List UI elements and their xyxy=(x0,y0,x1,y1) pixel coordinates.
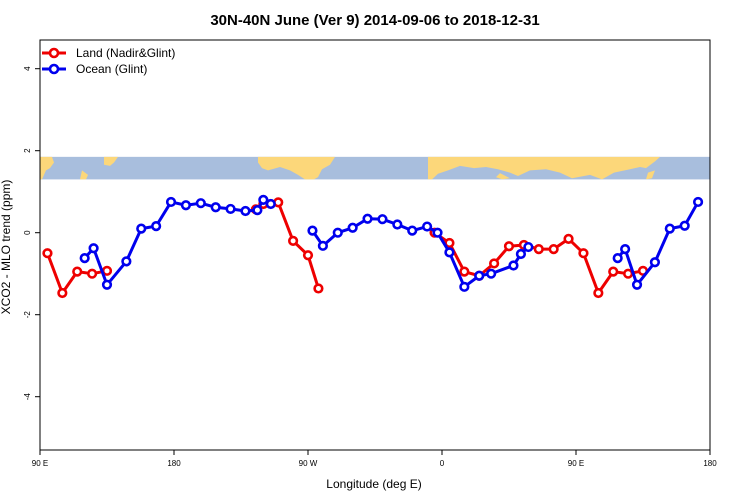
series-0-point-2-13 xyxy=(623,268,634,279)
legend-label-0: Land (Nadir&Glint) xyxy=(76,46,175,60)
series-1-point-1-2 xyxy=(332,227,343,238)
series-1-point-1-10 xyxy=(444,247,455,258)
series-1-point-2-4 xyxy=(664,223,675,234)
series-1-point-0-11 xyxy=(240,205,251,217)
series-1-point-0-7 xyxy=(180,200,192,211)
x-tick-label-5: 180 xyxy=(703,459,717,468)
series-0-point-1-4 xyxy=(302,250,314,261)
series-0-point-1-3 xyxy=(288,235,299,246)
series-1-point-0-5 xyxy=(151,221,162,232)
series-1-point-2-6 xyxy=(692,196,704,208)
series-0-point-2-12 xyxy=(608,266,619,277)
chart-title: 30N-40N June (Ver 9) 2014-09-06 to 2018-… xyxy=(210,12,539,29)
series-0-point-2-2 xyxy=(459,266,470,277)
series-1-point-0-10 xyxy=(225,203,236,215)
y-tick-label-4: 4 xyxy=(23,66,32,71)
series-1-point-0-6 xyxy=(165,196,177,208)
series-1-point-1-1 xyxy=(317,240,328,251)
x-axis-label: Longitude (deg E) xyxy=(326,477,421,491)
plot-frame xyxy=(39,39,711,451)
series-0 xyxy=(42,197,649,299)
x-tick-label-2: 90 W xyxy=(299,459,318,468)
series-0-point-0-1 xyxy=(57,287,68,299)
series-0-point-0-3 xyxy=(87,268,98,279)
map-land-2 xyxy=(104,156,118,166)
y-axis: -4 -2 0 2 4 xyxy=(23,66,40,400)
series-1-point-1-6 xyxy=(392,219,403,230)
series-0-point-1-5 xyxy=(313,283,324,294)
y-axis-label: XCO2 - MLO trend (ppm) xyxy=(0,180,13,315)
series-1-point-2-0 xyxy=(612,253,623,264)
series-1-point-1-5 xyxy=(377,214,388,225)
map-land-0 xyxy=(40,156,54,180)
map-strip xyxy=(40,156,710,180)
legend-marker-1 xyxy=(48,63,60,75)
series-1-point-1-8 xyxy=(422,221,433,232)
series-1-point-1-16 xyxy=(523,241,534,253)
series-0-point-2-9 xyxy=(563,233,574,244)
x-tick-label-3: 0 xyxy=(440,459,445,468)
y-tick-label-3: 2 xyxy=(23,148,32,153)
series-1-point-0-12 xyxy=(252,205,263,216)
x-tick-label-0: 90 E xyxy=(32,459,48,468)
series-0-point-2-1 xyxy=(444,237,455,249)
series-1-point-1-13 xyxy=(486,268,497,279)
y-tick-label-0: -4 xyxy=(23,393,32,401)
series-1-point-1-14 xyxy=(508,260,519,271)
series-1 xyxy=(79,194,704,292)
map-land-6 xyxy=(646,170,655,180)
series-1-point-0-9 xyxy=(210,202,221,213)
map-land-5 xyxy=(496,173,510,180)
series-0-point-2-7 xyxy=(533,244,544,255)
series-1-point-1-7 xyxy=(407,225,418,236)
y-tick-label-1: -2 xyxy=(23,311,32,319)
series-0-point-2-11 xyxy=(593,287,604,299)
series-0-point-2-4 xyxy=(489,258,500,269)
series-1-point-1-3 xyxy=(347,222,358,233)
series-0-point-2-8 xyxy=(548,244,559,255)
legend: Land (Nadir&Glint) Ocean (Glint) xyxy=(42,46,175,76)
series-0-point-0-2 xyxy=(72,266,83,277)
series-1-point-2-1 xyxy=(620,244,631,255)
series-1-point-1-15 xyxy=(515,248,527,260)
legend-label-1: Ocean (Glint) xyxy=(76,62,147,76)
y-tick-label-2: 0 xyxy=(23,230,32,235)
series-1-point-0-8 xyxy=(195,198,206,209)
x-axis: 90 E 180 90 W 0 90 E 180 xyxy=(32,450,717,468)
series-1-point-0-13 xyxy=(258,194,269,205)
series-1-point-2-2 xyxy=(631,279,643,290)
series-0-point-2-10 xyxy=(578,248,589,259)
series-1-point-0-14 xyxy=(265,198,276,210)
x-tick-label-1: 180 xyxy=(167,459,181,468)
series-1-point-1-4 xyxy=(362,213,373,224)
series-1-point-1-0 xyxy=(307,225,318,236)
series-1-point-0-2 xyxy=(101,279,113,290)
map-land-3 xyxy=(258,156,335,180)
series-1-point-0-1 xyxy=(88,243,99,254)
map-land-1 xyxy=(80,170,88,180)
series-1-line-1 xyxy=(311,217,530,289)
series-1-point-2-5 xyxy=(679,220,690,231)
map-land-4 xyxy=(428,156,660,180)
series-1-point-0-0 xyxy=(79,253,90,264)
series-1-point-1-9 xyxy=(432,227,443,238)
series-1-point-1-12 xyxy=(474,270,485,281)
series-1-point-1-11 xyxy=(459,281,470,292)
series-0-line-1 xyxy=(255,200,320,289)
legend-marker-0 xyxy=(48,47,60,59)
series-1-point-0-3 xyxy=(121,256,132,267)
series-0-point-0-0 xyxy=(42,248,53,259)
series-0-point-2-5 xyxy=(503,241,515,252)
series-1-point-2-3 xyxy=(649,257,661,268)
series-1-point-0-4 xyxy=(136,223,147,234)
x-tick-label-4: 90 E xyxy=(568,459,584,468)
series-layer xyxy=(42,194,704,299)
